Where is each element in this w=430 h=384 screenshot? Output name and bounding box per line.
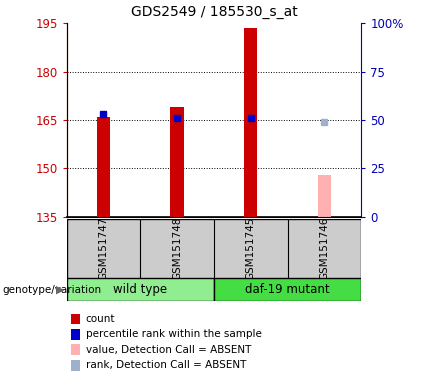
FancyBboxPatch shape — [67, 278, 214, 301]
Text: percentile rank within the sample: percentile rank within the sample — [86, 329, 261, 339]
Bar — [318, 175, 331, 217]
Text: ▶: ▶ — [56, 285, 64, 295]
FancyBboxPatch shape — [214, 278, 361, 301]
Text: genotype/variation: genotype/variation — [2, 285, 101, 295]
Text: wild type: wild type — [113, 283, 167, 296]
Bar — [170, 107, 184, 217]
Bar — [244, 28, 258, 217]
Text: GSM151746: GSM151746 — [319, 217, 329, 280]
FancyBboxPatch shape — [67, 219, 361, 278]
Text: GSM151747: GSM151747 — [98, 217, 108, 280]
Text: value, Detection Call = ABSENT: value, Detection Call = ABSENT — [86, 345, 251, 355]
Bar — [97, 117, 110, 217]
Text: daf-19 mutant: daf-19 mutant — [245, 283, 330, 296]
Text: GSM151748: GSM151748 — [172, 217, 182, 280]
Title: GDS2549 / 185530_s_at: GDS2549 / 185530_s_at — [131, 5, 297, 19]
Text: count: count — [86, 314, 115, 324]
Text: GSM151745: GSM151745 — [246, 217, 256, 280]
Text: rank, Detection Call = ABSENT: rank, Detection Call = ABSENT — [86, 360, 246, 370]
